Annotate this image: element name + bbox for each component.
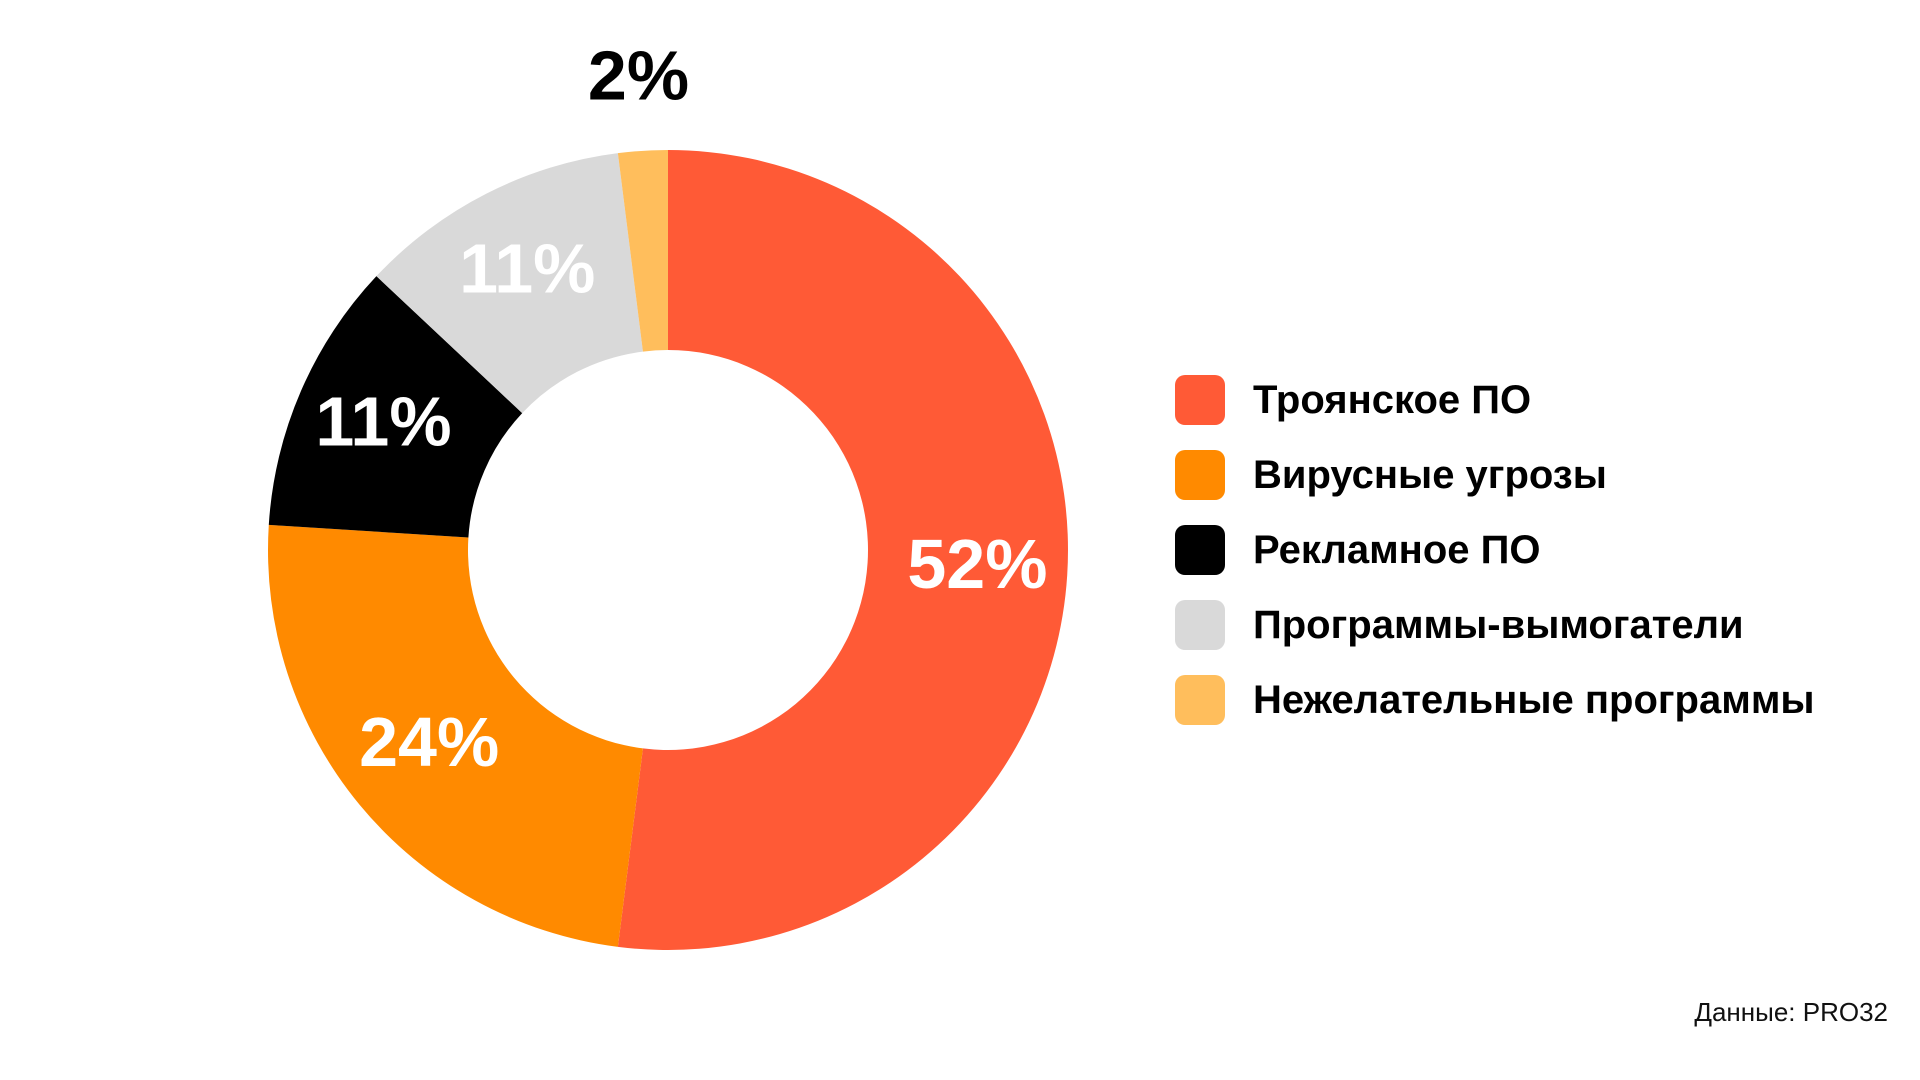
legend: Троянское ПО Вирусные угрозы Рекламное ПО П…: [1175, 375, 1815, 750]
legend-swatch-5: [1175, 675, 1225, 725]
donut-slices: [268, 150, 1069, 951]
legend-label-2: Вирусные угрозы: [1253, 452, 1607, 497]
legend-item-5: Нежелательные программы: [1175, 675, 1815, 725]
slice-labels: 52% 24% 11%11% 2%: [315, 36, 1047, 781]
legend-label-5: Нежелательные программы: [1253, 677, 1815, 722]
slice-label-3: 11%: [315, 382, 451, 460]
legend-label-3: Рекламное ПО: [1253, 527, 1541, 572]
slice-3: [268, 276, 523, 538]
slice-1: [617, 150, 1069, 951]
legend-item-3: Рекламное ПО: [1175, 525, 1815, 575]
legend-item-1: Троянское ПО: [1175, 375, 1815, 425]
legend-label-1: Троянское ПО: [1253, 377, 1532, 422]
donut-chart: 52% 24% 11%11% 2%: [268, 36, 1069, 951]
legend-swatch-1: [1175, 375, 1225, 425]
source-note: Данные: PRO32: [1694, 997, 1888, 1027]
slice-label-1: 52%: [907, 525, 1047, 603]
legend-item-2: Вирусные угрозы: [1175, 450, 1815, 500]
legend-swatch-2: [1175, 450, 1225, 500]
slice-4: [376, 153, 643, 414]
slice-label-4: 11%: [459, 229, 595, 307]
slice-label-5: 2%: [588, 36, 689, 114]
slice-label-2: 24%: [359, 703, 499, 781]
legend-swatch-3: [1175, 525, 1225, 575]
legend-item-4: Программы-вымогатели: [1175, 600, 1815, 650]
legend-label-4: Программы-вымогатели: [1253, 602, 1744, 647]
slice-5: [617, 150, 668, 352]
legend-swatch-4: [1175, 600, 1225, 650]
slice-2: [268, 524, 643, 947]
